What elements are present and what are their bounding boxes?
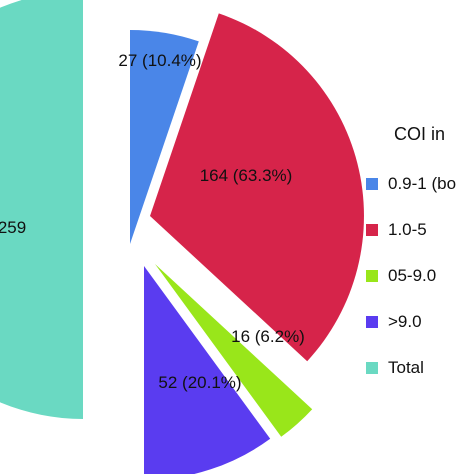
legend-label: 0.9-1 (bo (388, 174, 457, 193)
legend-label: 05-9.0 (388, 266, 437, 285)
legend-label: 1.0-5 (388, 220, 427, 239)
slice-data-label: 27 (10.4%) (118, 51, 201, 70)
legend-title: COI in (394, 124, 446, 144)
pie-slice (130, 30, 199, 244)
slice-data-label: 259 (0, 218, 26, 237)
legend-swatch (366, 224, 378, 236)
slice-data-label: 16 (6.2%) (231, 327, 305, 346)
legend-swatch (366, 316, 378, 328)
pie-slice (155, 264, 313, 437)
legend-swatch (366, 362, 378, 374)
slice-data-label: 164 (63.3%) (200, 166, 293, 185)
legend-item: >9.0 (366, 307, 456, 337)
legend-label: Total (388, 358, 424, 377)
pie-slice (0, 0, 83, 419)
pie-slice (144, 266, 271, 474)
legend: COI in 0.9-1 (bo 1.0-5 05-9.0 >9.0 Total (366, 124, 456, 399)
legend-item: 1.0-5 (366, 215, 456, 245)
legend-item: 0.9-1 (bo (366, 169, 456, 199)
pie-data-labels: 27 (10.4%) 164 (63.3%) 16 (6.2%) 52 (20.1%)… (0, 51, 305, 392)
legend-swatch (366, 178, 378, 190)
slice-data-label: 52 (20.1%) (158, 373, 241, 392)
pie-slice (150, 13, 364, 362)
legend-item: 05-9.0 (366, 261, 456, 291)
legend-swatch (366, 270, 378, 282)
legend-label: >9.0 (388, 312, 422, 331)
legend-item: Total (366, 353, 456, 383)
pie-slices (0, 0, 364, 474)
